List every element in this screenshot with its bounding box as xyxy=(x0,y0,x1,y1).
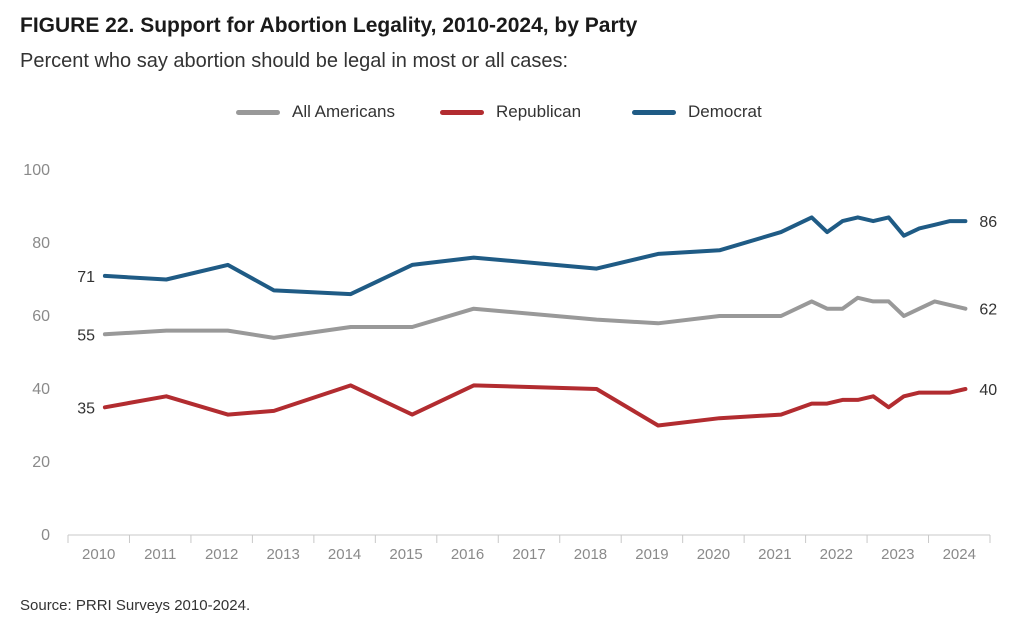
x-tick-label: 2017 xyxy=(512,546,545,563)
x-tick-label: 2016 xyxy=(451,546,484,563)
x-tick-label: 2021 xyxy=(758,546,791,563)
x-tick-label: 2013 xyxy=(266,546,299,563)
legend-swatch-all-americans xyxy=(236,109,280,115)
series-line-democrat xyxy=(102,215,968,297)
x-tick-label: 2010 xyxy=(82,546,115,563)
legend-item-democrat: Democrat xyxy=(632,102,762,122)
end-value-label-all-americans: 62 xyxy=(979,302,997,319)
x-tick-label: 2023 xyxy=(881,546,914,563)
start-value-label-republican: 35 xyxy=(77,400,95,417)
y-tick-label: 40 xyxy=(32,381,50,398)
legend-item-republican: Republican xyxy=(440,102,581,122)
legend-label-all-americans: All Americans xyxy=(292,102,395,121)
start-value-label-all-americans: 55 xyxy=(77,327,95,344)
start-value-label-democrat: 71 xyxy=(77,269,95,286)
x-tick-label: 2011 xyxy=(144,546,176,563)
x-tick-label: 2024 xyxy=(943,546,976,563)
legend-swatch-democrat xyxy=(632,109,676,115)
y-tick-label: 0 xyxy=(41,527,50,544)
x-tick-label: 2019 xyxy=(635,546,668,563)
x-tick-label: 2018 xyxy=(574,546,607,563)
x-tick-label: 2012 xyxy=(205,546,238,563)
source-note: Source: PRRI Surveys 2010-2024. xyxy=(20,597,251,614)
legend-label-republican: Republican xyxy=(496,102,582,121)
y-tick-label: 80 xyxy=(32,235,50,252)
y-tick-label: 20 xyxy=(32,454,50,471)
chart-title: FIGURE 22. Support for Abortion Legality… xyxy=(20,14,638,37)
x-tick-label: 2022 xyxy=(820,546,853,563)
y-tick-label: 100 xyxy=(23,162,50,179)
series-line-all-americans xyxy=(102,295,968,340)
x-tick-label: 2014 xyxy=(328,546,361,563)
legend-item-all-americans: All Americans xyxy=(236,102,395,122)
end-value-label-democrat: 86 xyxy=(979,214,997,231)
chart-subtitle: Percent who say abortion should be legal… xyxy=(20,50,569,72)
series-line-republican xyxy=(102,383,968,428)
legend-swatch-republican xyxy=(440,109,484,115)
x-tick-label: 2020 xyxy=(697,546,730,563)
legend-label-democrat: Democrat xyxy=(688,102,762,121)
x-tick-label: 2015 xyxy=(389,546,422,563)
legend: All Americans Republican Democrat xyxy=(0,102,1024,126)
y-tick-label: 60 xyxy=(32,308,50,325)
end-value-label-republican: 40 xyxy=(979,382,997,399)
